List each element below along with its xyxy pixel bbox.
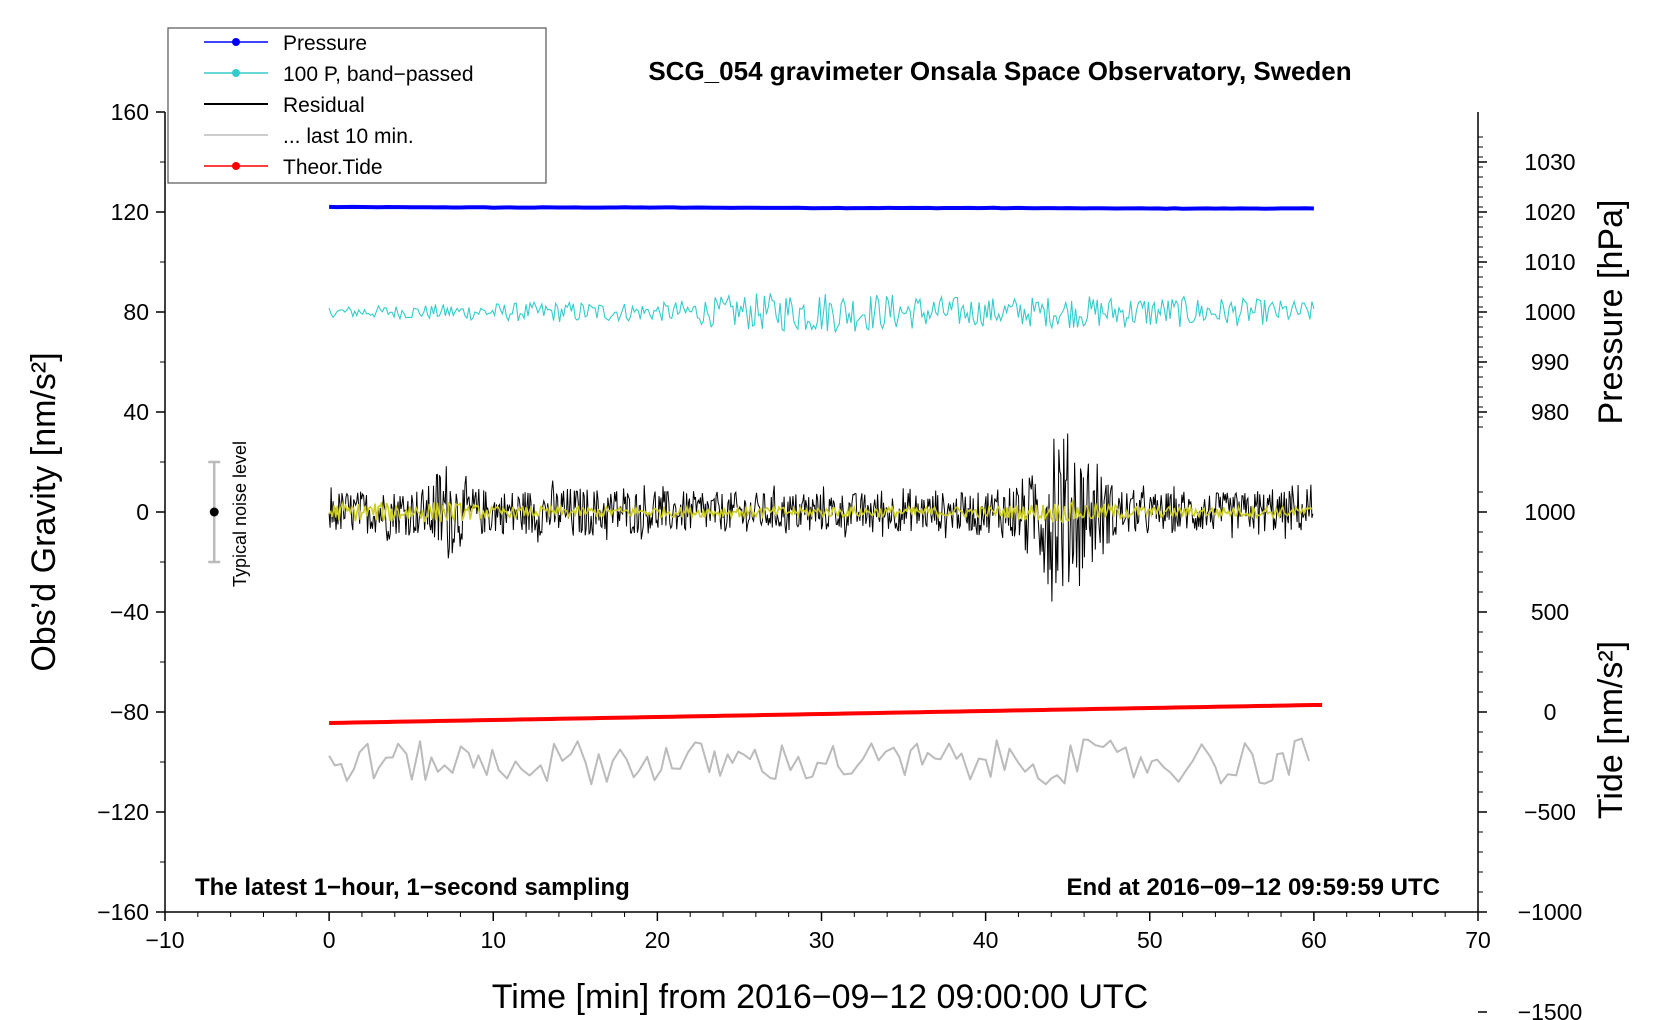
x-tick-label: 30 [809, 927, 835, 953]
pressure-tick-label: 1030 [1524, 149, 1575, 175]
x-tick-label: 60 [1301, 927, 1327, 953]
sampling-note: The latest 1−hour, 1−second sampling [195, 874, 630, 901]
series-bandpassed-line [328, 293, 1315, 333]
y-axis-label-tide: Tide [nm/s²] [1592, 641, 1630, 819]
y-tick-label: −160 [97, 899, 149, 925]
legend-label: ... last 10 min. [283, 125, 414, 148]
noise-level-marker [209, 507, 219, 517]
y-tick-label: 160 [111, 99, 149, 125]
tide-tick-label: 1000 [1524, 499, 1575, 525]
pressure-tick-label: 990 [1531, 349, 1569, 375]
tide-tick-label: 500 [1531, 599, 1569, 625]
chart-title: SCG_054 gravimeter Onsala Space Observat… [648, 56, 1351, 86]
tide-tick-label: −1000 [1518, 899, 1583, 925]
series-tide-line [329, 703, 1323, 725]
legend-swatch-marker [232, 69, 240, 77]
y-tick-label: −80 [110, 699, 149, 725]
y-tick-label: 0 [136, 499, 149, 525]
noise-level-label: Typical noise level [230, 441, 250, 587]
x-tick-label: 10 [480, 927, 506, 953]
x-tick-label: 0 [323, 927, 336, 953]
x-tick-label: 70 [1465, 927, 1491, 953]
pressure-tick-label: 1010 [1524, 249, 1575, 275]
y-axis-label-pressure: Pressure [hPa] [1592, 200, 1630, 425]
tide-tick-label: −500 [1524, 799, 1576, 825]
legend-label: Residual [283, 94, 365, 117]
series-residual-smoothed-line [328, 499, 1313, 524]
y-tick-label: 80 [123, 299, 149, 325]
series-pressure-line [329, 204, 1314, 211]
x-tick-label: 40 [973, 927, 999, 953]
legend-box [167, 27, 547, 184]
legend: Pressure 100 P, band−passed Residual ... la… [167, 27, 547, 184]
tide-tick-label: −1500 [1518, 999, 1583, 1020]
series-last10-line [328, 737, 1310, 786]
legend-label: 100 P, band−passed [283, 63, 474, 86]
legend-swatch-marker [232, 38, 240, 46]
y-tick-label: 40 [123, 399, 149, 425]
end-time-note: End at 2016−09−12 09:59:59 UTC [1066, 874, 1440, 901]
x-tick-label: −10 [145, 927, 184, 953]
tide-tick-label: 0 [1544, 699, 1557, 725]
pressure-tick-label: 1020 [1524, 199, 1575, 225]
legend-label: Theor.Tide [283, 156, 383, 179]
x-tick-label: 50 [1137, 927, 1163, 953]
y-tick-label: −40 [110, 599, 149, 625]
pressure-tick-label: 980 [1531, 399, 1569, 425]
y-axis-label-gravity: Obs’d Gravity [nm/s²] [25, 352, 63, 671]
legend-swatch-marker [232, 162, 240, 170]
axes-layer: −10 0 10 20 30 40 50 60 7016012080400−40−80−120−… [97, 99, 1582, 1020]
pressure-tick-label: 1000 [1524, 299, 1575, 325]
y-tick-label: −120 [97, 799, 149, 825]
legend-label: Pressure [283, 32, 367, 55]
y-tick-label: 120 [111, 199, 149, 225]
x-axis-label: Time [min] from 2016−09−12 09:00:00 UTC [492, 978, 1148, 1016]
x-tick-label: 20 [645, 927, 671, 953]
series-layer [208, 204, 1323, 786]
